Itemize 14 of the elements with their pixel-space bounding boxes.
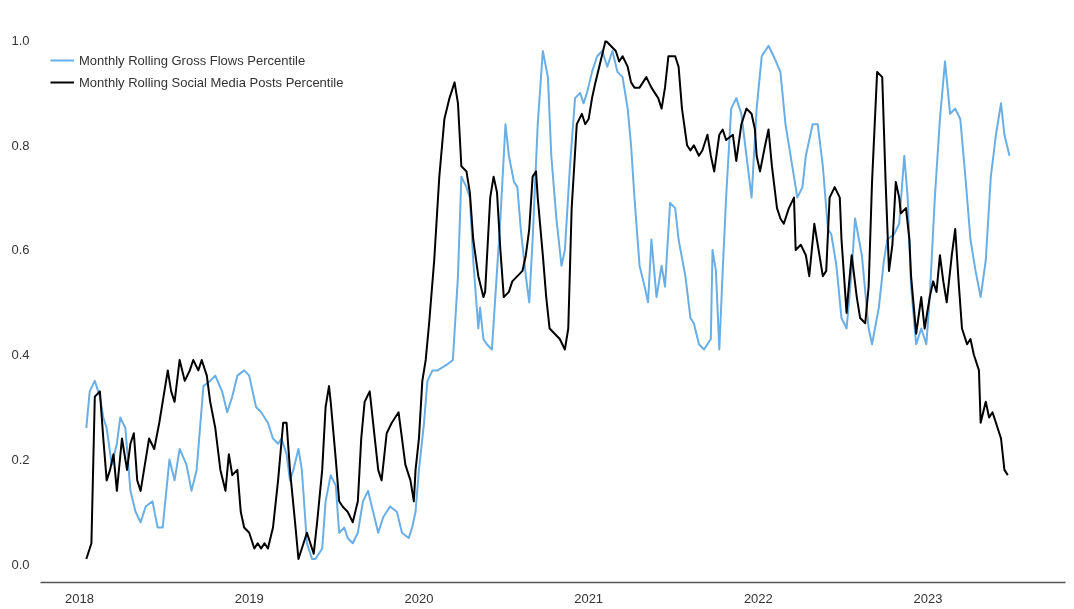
x-tick-label: 2019 (234, 590, 264, 606)
y-tick-label: 0.8 (11, 137, 30, 153)
y-tick-label: 0.0 (11, 556, 30, 572)
y-tick-label: 0.4 (11, 347, 30, 363)
x-tick-label: 2018 (65, 590, 94, 606)
y-tick-label: 0.2 (11, 451, 30, 467)
x-tick-label: 2020 (404, 590, 434, 606)
x-tick-label: 2023 (913, 590, 943, 606)
legend-label: Monthly Rolling Social Media Posts Percentile (79, 74, 344, 90)
y-tick-label: 0.6 (11, 242, 30, 258)
x-tick-label: 2022 (743, 590, 773, 606)
x-tick-label: 2021 (574, 590, 604, 606)
legend-label: Monthly Rolling Gross Flows Percentile (79, 52, 306, 68)
y-tick-label: 1.0 (11, 33, 30, 48)
